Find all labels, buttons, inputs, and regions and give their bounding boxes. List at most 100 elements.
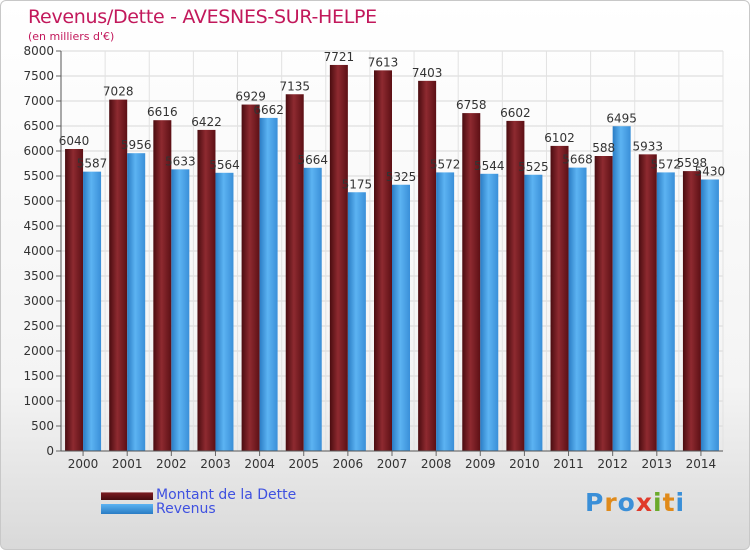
bar-dette-2014 [682, 171, 701, 451]
logo-letter: r [604, 488, 618, 517]
bar-dette-2012 [594, 156, 613, 451]
bar-revenus-2006 [347, 192, 366, 451]
data-label-dette-2007: 7613 [368, 55, 399, 69]
bar-dette-2000 [65, 149, 84, 451]
x-tick-label-2012: 2012 [597, 457, 628, 471]
x-tick-label-2004: 2004 [244, 457, 275, 471]
y-tick-label: 1000 [23, 394, 54, 408]
logo-letter: P [585, 488, 605, 517]
data-label-dette-2003: 6422 [191, 115, 222, 129]
bar-dette-2009 [462, 113, 481, 451]
legend-swatch-dette [101, 490, 153, 500]
data-label-dette-2001: 7028 [103, 85, 134, 99]
x-tick-label-2008: 2008 [421, 457, 452, 471]
y-tick-label: 6000 [23, 144, 54, 158]
data-label-revenus-2002: 5633 [165, 154, 196, 168]
chart-subtitle: (en milliers d'€) [28, 30, 115, 43]
logo-letter: i [675, 488, 686, 517]
data-label-dette-2006: 7721 [324, 50, 355, 64]
data-label-revenus-2003: 5564 [209, 158, 240, 172]
bar-dette-2002 [153, 120, 172, 451]
logo-letter: o [617, 488, 636, 517]
data-label-dette-2012: 588 [592, 141, 615, 155]
x-tick-label-2005: 2005 [288, 457, 319, 471]
bar-dette-2008 [418, 80, 437, 451]
data-label-revenus-2013: 5572 [651, 157, 682, 171]
x-tick-label-2013: 2013 [642, 457, 673, 471]
bar-dette-2010 [506, 120, 525, 452]
data-label-dette-2005: 7135 [279, 79, 310, 93]
bar-dette-2013 [638, 154, 657, 451]
y-tick-label: 5000 [23, 194, 54, 208]
axis-layer: 0 500 1000 1500 2000 2500 3000 3500 4000 4500 5000… [23, 44, 723, 471]
x-tick-label-2014: 2014 [686, 457, 717, 471]
bar-revenus-2007 [392, 184, 410, 451]
bar-revenus-2012 [612, 126, 631, 451]
bar-revenus-2000 [83, 171, 102, 451]
bar-revenus-2013 [656, 172, 675, 451]
data-label-dette-2010: 6602 [500, 106, 531, 120]
bar-revenus-2011 [568, 167, 587, 451]
data-label-dette-2004: 6929 [235, 90, 266, 104]
y-tick-label: 500 [31, 419, 54, 433]
bar-revenus-2010 [524, 174, 543, 451]
bar-dette-2005 [285, 94, 304, 451]
labels-layer: 6040 5587 7028 5956 6616 5633 6422 5564 69296662… [59, 50, 725, 191]
x-tick-label-2002: 2002 [156, 457, 187, 471]
data-label-revenus-2004: 6662 [253, 103, 284, 117]
bar-dette-2011 [550, 145, 569, 451]
data-label-dette-2013: 5933 [633, 139, 664, 153]
y-tick-label: 6500 [23, 119, 54, 133]
bars-layer [65, 64, 719, 452]
y-tick-label: 2500 [23, 319, 54, 333]
data-label-revenus-2008: 5572 [430, 157, 461, 171]
bar-revenus-2002 [171, 169, 190, 451]
x-tick-label-2009: 2009 [465, 457, 496, 471]
data-label-revenus-2012: 6495 [606, 111, 637, 125]
y-tick-label: 3500 [23, 269, 54, 283]
x-tick-label-2011: 2011 [553, 457, 584, 471]
data-label-revenus-2000: 5587 [77, 157, 108, 171]
bar-dette-2003 [197, 129, 216, 451]
data-label-dette-2011: 6102 [544, 131, 575, 145]
bar-revenus-2001 [127, 153, 146, 451]
chart-title: Revenus/Dette - AVESNES-SUR-HELPE [28, 6, 377, 28]
data-label-revenus-2007: 5325 [386, 170, 417, 184]
logo-letter: i [653, 488, 663, 517]
data-label-revenus-2014: 5430 [695, 165, 726, 179]
y-tick-label: 4000 [23, 244, 54, 258]
x-tick-label-2003: 2003 [200, 457, 231, 471]
data-label-dette-2009: 6758 [456, 98, 487, 112]
data-label-revenus-2001: 5956 [121, 138, 152, 152]
bar-revenus-2003 [215, 172, 234, 452]
y-tick-label: 0 [46, 444, 54, 458]
logo-letter: x [635, 488, 653, 517]
data-label-revenus-2009: 5544 [474, 159, 505, 173]
data-label-revenus-2005: 5664 [297, 153, 328, 167]
y-tick-label: 7000 [23, 94, 54, 108]
y-tick-label: 2000 [23, 344, 54, 358]
bar-revenus-2005 [303, 167, 322, 452]
y-tick-label: 1500 [23, 369, 54, 383]
bar-revenus-2009 [480, 173, 499, 452]
y-tick-label: 3000 [23, 294, 54, 308]
bar-dette-2004 [241, 104, 260, 452]
data-label-revenus-2006: 5175 [342, 177, 373, 191]
legend-label-revenus: Revenus [156, 501, 216, 517]
proxiti-logo: Proxiti [585, 488, 685, 517]
y-tick-label: 8000 [23, 44, 54, 58]
data-label-revenus-2011: 5668 [562, 153, 593, 167]
bar-dette-2001 [109, 99, 128, 451]
x-tick-label-2006: 2006 [333, 457, 364, 471]
y-tick-label: 4500 [23, 219, 54, 233]
data-label-dette-2014: 5598 [677, 156, 708, 170]
legend-swatch-revenus [101, 504, 153, 514]
x-tick-label-2010: 2010 [509, 457, 540, 471]
bar-revenus-2004 [259, 117, 278, 452]
y-tick-label: 5500 [23, 169, 54, 183]
bar-dette-2007 [374, 70, 392, 451]
x-tick-label-2007: 2007 [377, 457, 408, 471]
data-label-dette-2008: 7403 [412, 66, 443, 80]
bar-revenus-2014 [700, 179, 719, 451]
